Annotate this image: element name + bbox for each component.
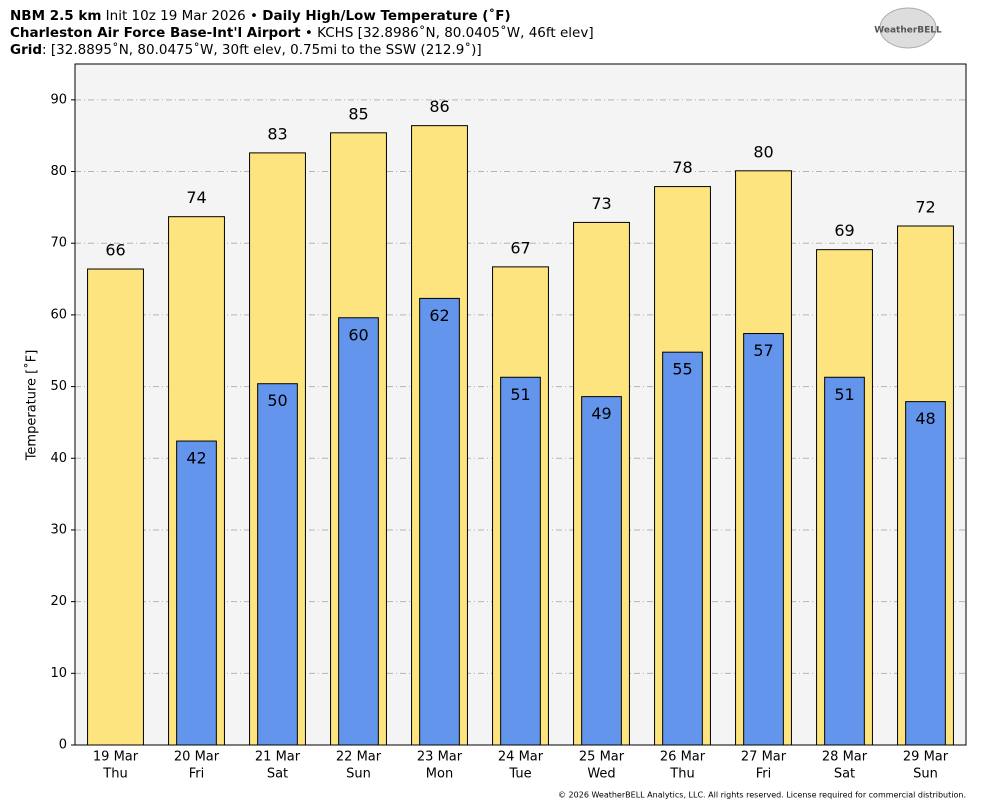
y-tick-label: 20 [50,594,67,609]
y-tick-label: 90 [50,92,67,107]
x-tick-label: 22 Mar [336,750,382,765]
value-label: 51 [510,385,530,404]
y-tick-label: 70 [50,236,67,251]
bar [419,297,460,746]
value-label: 72 [915,198,935,217]
value-label: 57 [753,341,773,360]
bar [87,268,144,746]
x-tick-label: 19 Mar [93,750,139,765]
value-label: 83 [267,124,287,143]
logo-mark [879,7,937,49]
x-tick-label: 27 Mar [741,750,787,765]
x-tick-sublabel: Sun [346,767,371,782]
bar [824,376,865,746]
value-label: 42 [186,449,206,468]
x-tick-label: 24 Mar [498,750,544,765]
y-tick-label: 60 [50,307,67,322]
header-line: NBM 2.5 km Init 10z 19 Mar 2026 • Daily … [10,7,511,24]
bar [500,376,541,746]
value-label: 51 [834,385,854,404]
bar [176,440,217,746]
x-tick-label: 26 Mar [660,750,706,765]
header-text: • KCHS [32.8986˚N, 80.0405˚W, 46ft elev] [301,24,594,41]
header-line: Charleston Air Force Base-Int'l Airport … [10,24,594,41]
x-tick-sublabel: Sat [834,767,855,782]
value-label: 49 [591,404,611,423]
bar [257,383,298,746]
y-tick-label: 30 [50,522,67,537]
header-text: NBM 2.5 km [10,8,101,24]
x-tick-label: 29 Mar [903,750,949,765]
x-tick-sublabel: Thu [102,767,127,782]
value-label: 62 [429,306,449,325]
x-tick-sublabel: Tue [508,767,531,782]
x-tick-sublabel: Wed [587,767,615,782]
x-tick-sublabel: Sun [913,767,938,782]
x-tick-sublabel: Fri [756,767,772,782]
header-text: Daily High/Low Temperature (˚F) [262,7,510,24]
header-text: : [32.8895˚N, 80.0475˚W, 30ft elev, 0.75… [42,41,482,58]
y-tick-label: 0 [59,738,67,753]
x-tick-label: 23 Mar [417,750,463,765]
value-label: 55 [672,360,692,379]
bar [743,333,784,746]
x-tick-sublabel: Sat [267,767,288,782]
y-tick-label: 10 [50,666,67,681]
value-label: 60 [348,325,368,344]
value-label: 48 [915,409,935,428]
y-tick-label: 40 [50,451,67,466]
footer: © 2026 WeatherBELL Analytics, LLC. All r… [558,791,966,800]
value-label: 78 [672,158,692,177]
value-label: 86 [429,97,449,116]
header-text: Init 10z 19 Mar 2026 • [101,8,262,24]
plot-frame [74,63,967,746]
value-label: 67 [510,238,530,257]
bar [581,396,622,746]
header-text: Charleston Air Force Base-Int'l Airport [10,25,301,41]
x-tick-label: 20 Mar [174,750,220,765]
header-text: Grid [10,42,42,58]
value-label: 69 [834,221,854,240]
value-label: 85 [348,104,368,123]
value-label: 80 [753,142,773,161]
value-label: 73 [591,194,611,213]
x-tick-label: 21 Mar [255,750,301,765]
x-tick-sublabel: Mon [426,767,453,782]
value-label: 74 [186,188,206,207]
value-label: 50 [267,391,287,410]
value-label: 66 [105,241,125,260]
logo: WeatherBELL [874,26,942,36]
bar [662,351,703,746]
y-tick-label: 80 [50,164,67,179]
y-tick-label: 50 [50,379,67,394]
x-tick-sublabel: Thu [669,767,694,782]
bar [905,401,946,746]
x-tick-sublabel: Fri [189,767,205,782]
x-tick-label: 25 Mar [579,750,625,765]
header-line: Grid: [32.8895˚N, 80.0475˚W, 30ft elev, … [10,41,482,58]
bar [338,317,379,746]
y-axis-label: Temperature [˚F] [24,350,40,462]
x-tick-label: 28 Mar [822,750,868,765]
